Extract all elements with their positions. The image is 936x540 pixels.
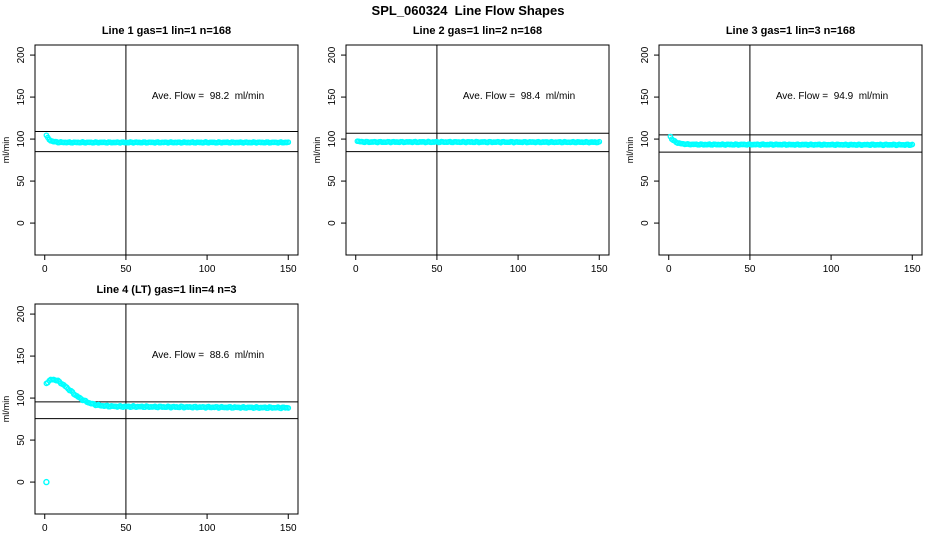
y-tick-label: 50 xyxy=(16,175,27,187)
x-axis: 0 50 100 150 xyxy=(666,255,921,275)
y-tick-label: 150 xyxy=(327,88,338,105)
y-axis: 0 50 100 150 200 ml/min xyxy=(1,46,35,226)
x-tick-label: 0 xyxy=(42,523,48,534)
x-tick-label: 50 xyxy=(431,264,443,275)
y-tick-label: 200 xyxy=(327,46,338,63)
main-title: SPL_060324 Line Flow Shapes xyxy=(371,3,565,18)
data-point xyxy=(596,138,603,145)
y-tick-label: 50 xyxy=(640,175,651,187)
data-point xyxy=(909,141,916,148)
panel-title-line1: Line 1 gas=1 lin=1 n=168 xyxy=(101,25,232,37)
y-axis-title: ml/min xyxy=(625,137,635,164)
plot-area-line1: 0 50 100 150 0 50 100 150 200 ml/min xyxy=(1,44,299,275)
y-tick-label: 100 xyxy=(16,130,27,147)
x-tick-label: 100 xyxy=(199,523,216,534)
y-tick-label: 50 xyxy=(327,175,338,187)
y-tick-label: 50 xyxy=(16,434,27,446)
plot-area-line3: 0 50 100 150 0 50 100 150 200 ml/min xyxy=(625,44,923,275)
y-tick-label: 100 xyxy=(327,130,338,147)
plot-area-line2: 0 50 100 150 0 50 100 150 200 ml/min xyxy=(312,44,610,275)
x-tick-label: 50 xyxy=(744,264,756,275)
ave-flow-label-line4: Ave. Flow = 88.6 ml/min xyxy=(151,350,265,361)
x-axis: 0 50 100 150 xyxy=(42,255,297,275)
reference-lines xyxy=(346,45,609,255)
y-axis-title: ml/min xyxy=(312,137,322,164)
data-point xyxy=(285,405,292,411)
y-tick-label: 150 xyxy=(16,347,27,364)
x-tick-label: 150 xyxy=(904,264,921,275)
panel-title-line4: Line 4 (LT) gas=1 lin=4 n=3 xyxy=(96,284,237,296)
y-axis: 0 50 100 150 200 ml/min xyxy=(625,46,659,226)
plot-box xyxy=(345,44,610,256)
plot-area-line4: 0 50 100 150 0 50 100 150 200 ml/min xyxy=(1,303,299,534)
x-tick-label: 50 xyxy=(120,264,132,275)
plot-box xyxy=(34,44,299,256)
y-axis-title: ml/min xyxy=(1,137,11,164)
x-tick-label: 100 xyxy=(199,264,216,275)
ave-flow-label-line1: Ave. Flow = 98.2 ml/min xyxy=(151,91,265,102)
data-points xyxy=(354,138,603,146)
ave-flow-label-line3: Ave. Flow = 94.9 ml/min xyxy=(775,91,889,102)
y-axis: 0 50 100 150 200 ml/min xyxy=(312,46,346,226)
x-tick-label: 0 xyxy=(42,264,48,275)
x-tick-label: 100 xyxy=(823,264,840,275)
y-axis: 0 50 100 150 200 ml/min xyxy=(1,305,35,485)
x-tick-label: 150 xyxy=(280,264,297,275)
y-axis-title: ml/min xyxy=(1,396,11,423)
y-tick-label: 150 xyxy=(640,88,651,105)
x-tick-label: 150 xyxy=(591,264,608,275)
y-tick-label: 0 xyxy=(327,220,338,226)
y-tick-label: 200 xyxy=(16,305,27,322)
plot-box xyxy=(34,303,299,515)
x-tick-label: 0 xyxy=(666,264,672,275)
y-tick-label: 100 xyxy=(16,389,27,406)
x-tick-label: 0 xyxy=(353,264,359,275)
x-tick-label: 50 xyxy=(120,523,132,534)
y-tick-label: 150 xyxy=(16,88,27,105)
y-tick-label: 0 xyxy=(16,220,27,226)
data-points xyxy=(667,133,916,149)
y-tick-label: 0 xyxy=(16,479,27,485)
x-axis: 0 50 100 150 xyxy=(42,514,297,534)
plot-box xyxy=(658,44,923,256)
data-points xyxy=(43,376,292,486)
panel-title-line2: Line 2 gas=1 lin=2 n=168 xyxy=(412,25,543,37)
data-point xyxy=(285,139,292,146)
y-tick-label: 0 xyxy=(640,220,651,226)
y-tick-label: 100 xyxy=(640,130,651,147)
x-axis: 0 50 100 150 xyxy=(353,255,608,275)
panel-title-line3: Line 3 gas=1 lin=3 n=168 xyxy=(725,25,856,37)
reference-lines xyxy=(35,45,298,255)
y-tick-label: 200 xyxy=(16,46,27,63)
ave-flow-label-line2: Ave. Flow = 98.4 ml/min xyxy=(462,91,576,102)
outlier-point xyxy=(43,478,50,486)
x-tick-label: 150 xyxy=(280,523,297,534)
reference-lines xyxy=(659,45,922,255)
y-tick-label: 200 xyxy=(640,46,651,63)
data-points xyxy=(43,132,292,146)
x-tick-label: 100 xyxy=(510,264,527,275)
